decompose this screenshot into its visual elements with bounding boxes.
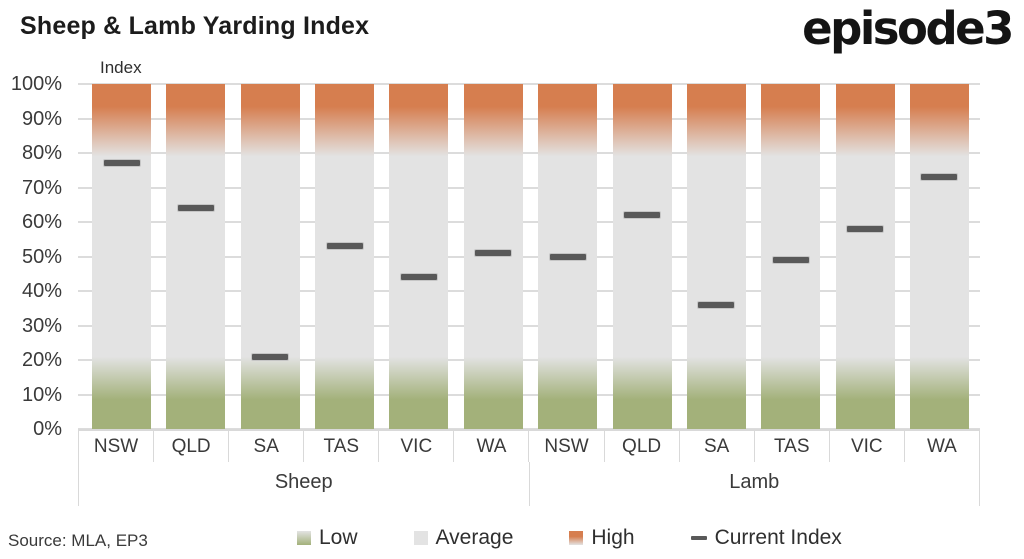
bar-lamb-qld [612, 84, 672, 429]
y-tick-label-30: 30% [21, 314, 62, 337]
current-index-marker-lamb-tas [771, 255, 810, 264]
bar-lamb-wa [909, 84, 969, 429]
legend-swatch-high-icon [569, 531, 584, 545]
current-index-marker-sheep-wa [474, 249, 513, 258]
bar-sheep-nsw [92, 84, 151, 429]
bar-lamb-sa [686, 84, 746, 429]
state-label-row: NSW QLD SA TAS VIC WA NSW QLD SA TAS VIC WA [78, 429, 980, 462]
bar-lamb-vic [835, 84, 895, 429]
gridline-30 [78, 324, 980, 327]
group-label-sheep: Sheep [78, 462, 530, 506]
page-title: Sheep & Lamb Yarding Index [20, 12, 370, 40]
bars-container [78, 84, 980, 429]
group-label-row: Sheep Lamb [78, 462, 980, 506]
current-index-marker-lamb-nsw [548, 252, 587, 261]
legend-label-average: Average [435, 526, 514, 549]
y-tick-label-40: 40% [21, 280, 62, 302]
bar-sheep-tas [315, 84, 375, 429]
y-tick-label-0: 0% [33, 418, 62, 440]
bar-sheep-vic [389, 84, 449, 429]
legend-swatch-low-icon [297, 531, 311, 545]
x-label-sheep-vic: VIC [379, 431, 455, 462]
x-axis: NSW QLD SA TAS VIC WA NSW QLD SA TAS VIC WA Sheep La… [78, 429, 980, 506]
legend-item-low: Low [297, 526, 358, 550]
current-index-marker-sheep-qld [176, 204, 215, 213]
x-label-sheep-tas: TAS [304, 431, 380, 462]
gridline-20 [78, 359, 980, 361]
legend-label-current: Current Index [714, 526, 842, 549]
legend-label-low: Low [319, 526, 358, 549]
x-label-sheep-nsw: NSW [78, 431, 155, 462]
gridline-90 [78, 117, 980, 120]
source-note: Source: MLA, EP3 [8, 531, 148, 550]
gridline-10 [78, 393, 980, 396]
y-tick-label-60: 60% [21, 211, 62, 233]
current-index-marker-lamb-vic [846, 224, 885, 233]
legend: Low Average High Current Index [297, 524, 842, 552]
y-tick-label-70: 70% [21, 176, 62, 199]
legend-swatch-average-icon [413, 531, 428, 545]
gridline-50 [78, 255, 980, 258]
x-label-sheep-sa: SA [229, 431, 305, 462]
current-index-marker-sheep-tas [325, 242, 364, 251]
bar-sheep-sa [240, 84, 300, 429]
legend-item-current: Current Index [690, 526, 842, 550]
y-tick-label-10: 10% [21, 383, 62, 406]
legend-swatch-current-icon [690, 536, 707, 540]
gridline-40 [78, 290, 980, 292]
x-label-lamb-wa: WA [905, 431, 980, 462]
bar-sheep-wa [463, 84, 523, 429]
gridline-60 [78, 221, 980, 223]
x-label-lamb-vic: VIC [830, 431, 905, 462]
current-index-marker-sheep-nsw [102, 159, 141, 168]
group-label-lamb: Lamb [530, 462, 980, 506]
y-tick-label-80: 80% [21, 142, 62, 164]
y-tick-label-20: 20% [21, 349, 62, 371]
y-axis-tick-labels: 0% 10% 20% 30% 40% 50% 60% 70% 80% 90% 100% [0, 74, 68, 439]
current-index-marker-lamb-wa [920, 173, 959, 182]
x-label-lamb-nsw: NSW [529, 431, 605, 462]
x-label-lamb-sa: SA [680, 431, 755, 462]
x-label-sheep-qld: QLD [154, 431, 230, 462]
current-index-marker-lamb-qld [623, 211, 662, 220]
bar-lamb-tas [761, 84, 821, 429]
plot-area [78, 83, 980, 430]
episode3-logo: episode3 [802, 2, 1014, 55]
x-label-sheep-wa: WA [454, 431, 530, 462]
current-index-marker-sheep-sa [251, 352, 290, 361]
y-tick-label-100: 100% [10, 73, 62, 95]
legend-item-average: Average [413, 526, 514, 550]
bar-lamb-nsw [538, 84, 598, 429]
y-axis-title: Index [100, 58, 142, 77]
current-index-marker-sheep-vic [399, 273, 438, 282]
gridline-100 [78, 83, 980, 85]
x-label-lamb-tas: TAS [755, 431, 830, 462]
gridline-80 [78, 152, 980, 154]
bar-sheep-qld [166, 84, 226, 429]
gridline-70 [78, 186, 980, 189]
legend-item-high: High [569, 526, 635, 550]
y-tick-label-90: 90% [21, 107, 62, 130]
current-index-marker-lamb-sa [697, 300, 736, 309]
x-label-lamb-qld: QLD [605, 431, 680, 462]
legend-label-high: High [591, 526, 635, 549]
y-tick-label-50: 50% [21, 245, 62, 268]
